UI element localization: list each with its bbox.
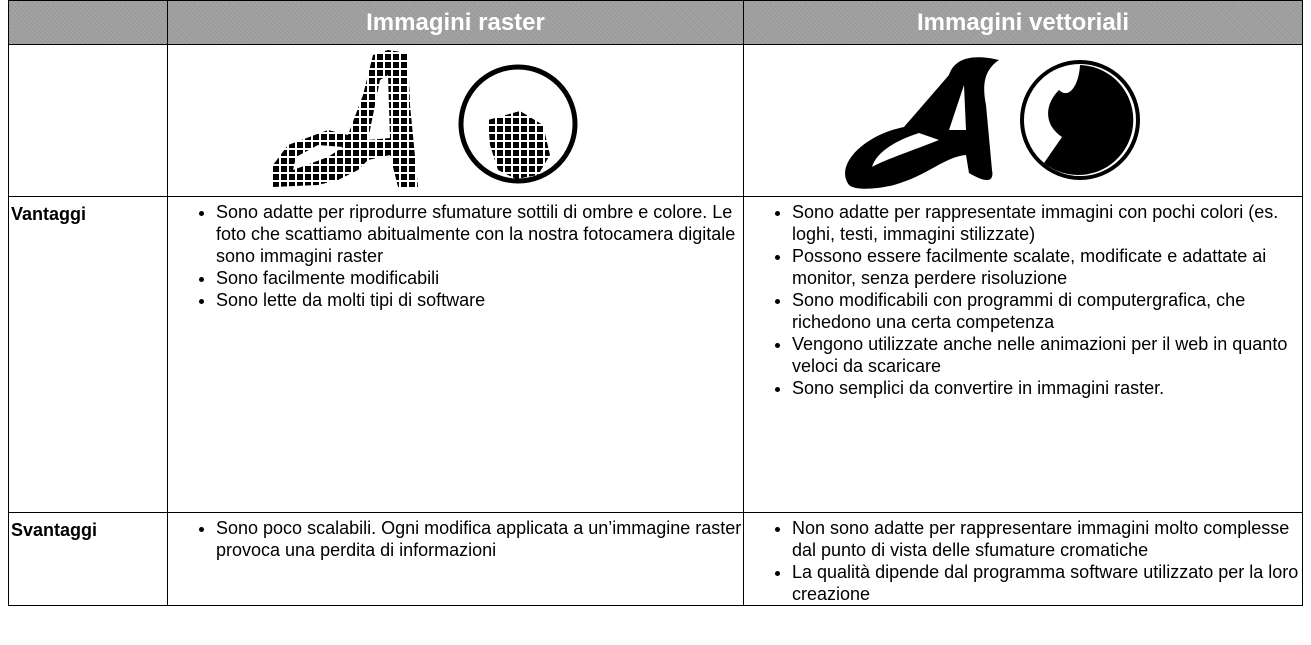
bullet-item: Sono facilmente modificabili — [216, 267, 743, 289]
bullet-item: La qualità dipende dal programma softwar… — [792, 561, 1302, 605]
header-empty — [8, 0, 168, 45]
bullet-item: Sono poco scalabili. Ogni modifica appli… — [216, 517, 743, 561]
bullet-item: Sono adatte per rappresentate immagini c… — [792, 201, 1302, 245]
header-row: Immagini raster Immagini vettoriali — [8, 0, 1303, 45]
row-label: Vantaggi — [8, 196, 168, 513]
vector-image-cell — [743, 44, 1303, 197]
header-cell: Immagini raster — [167, 0, 744, 45]
bullet-item: Sono modificabili con programmi di compu… — [792, 289, 1302, 333]
raster-image-cell — [167, 44, 744, 197]
raster-cell: Sono poco scalabili. Ogni modifica appli… — [167, 512, 744, 606]
bullet-item: Sono semplici da convertire in immagini … — [792, 377, 1302, 399]
vector-illustration — [845, 57, 1140, 189]
bullet-list: Sono poco scalabili. Ogni modifica appli… — [168, 517, 743, 561]
image-row — [8, 44, 1303, 197]
advantages-row: Vantaggi Sono adatte per riprodurre sfum… — [8, 196, 1303, 513]
bullet-item: Sono lette da molti tipi di software — [216, 289, 743, 311]
vector-cell: Sono adatte per rappresentate immagini c… — [743, 196, 1303, 513]
bullet-list: Sono adatte per riprodurre sfumature sot… — [168, 201, 743, 311]
bullet-item: Vengono utilizzate anche nelle animazion… — [792, 333, 1302, 377]
bullet-list: Sono adatte per rappresentate immagini c… — [744, 201, 1302, 399]
bullet-item: Sono adatte per riprodurre sfumature sot… — [216, 201, 743, 267]
raster-cell: Sono adatte per riprodurre sfumature sot… — [167, 196, 744, 513]
bullet-item: Non sono adatte per rappresentare immagi… — [792, 517, 1302, 561]
bullet-list: Non sono adatte per rappresentare immagi… — [744, 517, 1302, 605]
disadvantages-row: Svantaggi Sono poco scalabili. Ogni modi… — [8, 512, 1303, 606]
row-label: Svantaggi — [8, 512, 168, 606]
bullet-item: Possono essere facilmente scalate, modif… — [792, 245, 1302, 289]
raster-illustration — [273, 50, 578, 187]
empty-cell — [8, 44, 168, 197]
vector-cell: Non sono adatte per rappresentare immagi… — [743, 512, 1303, 606]
comparison-table: Immagini raster Immagini vettoriali — [8, 0, 1303, 606]
header-cell: Immagini vettoriali — [743, 0, 1303, 45]
